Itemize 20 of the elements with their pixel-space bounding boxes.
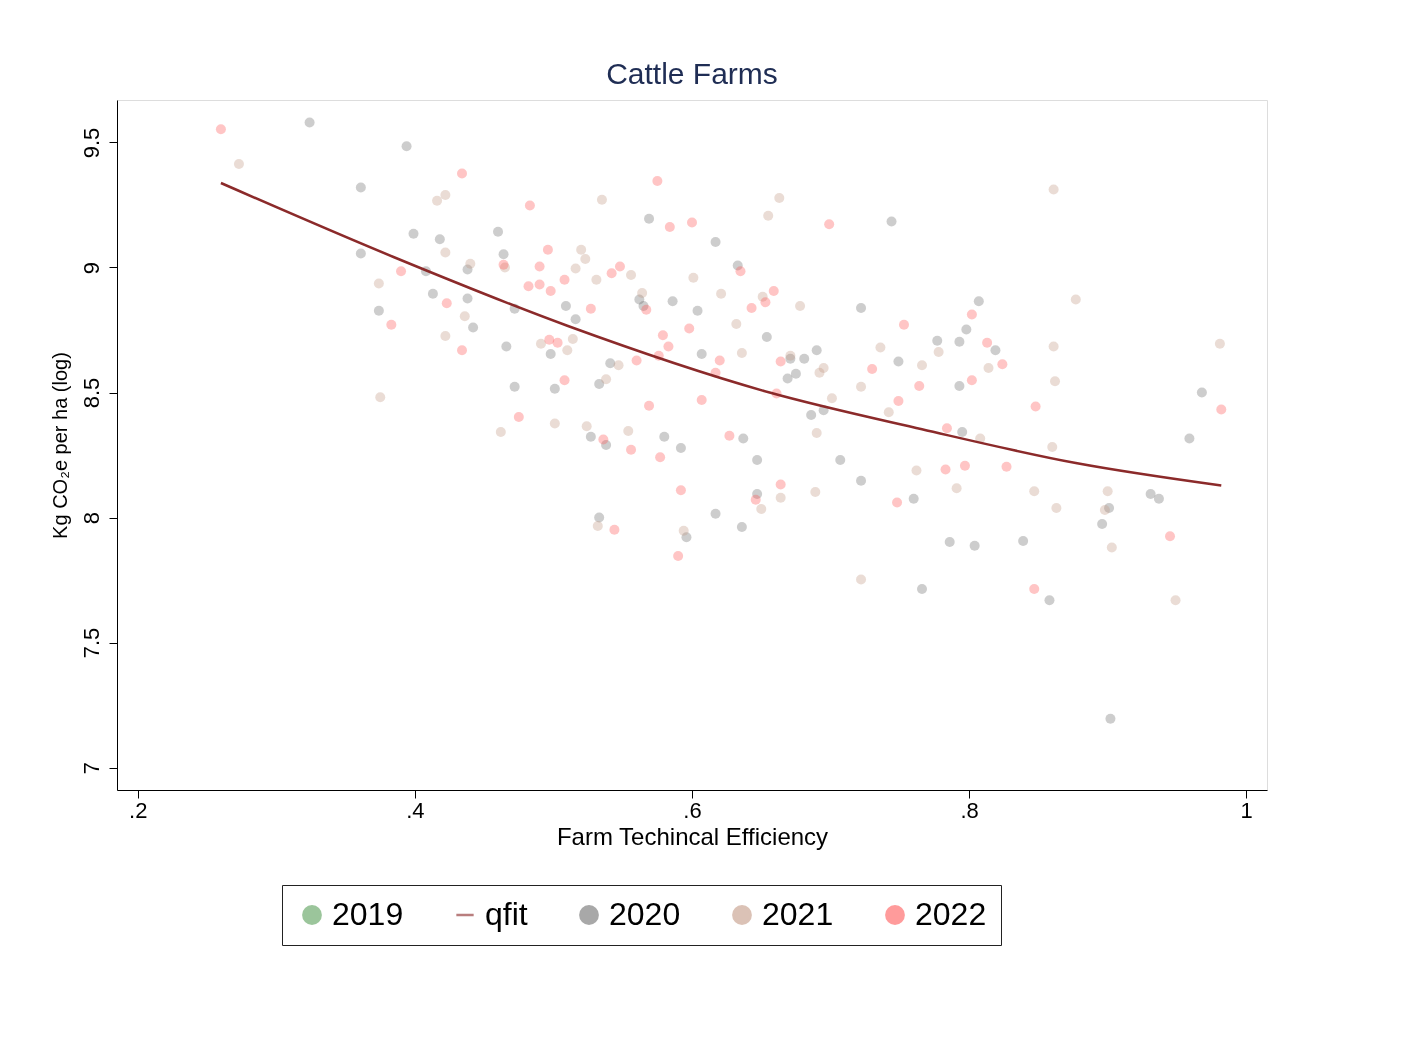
y-axis-title: Kg CO₂e per ha (log) [48, 352, 71, 539]
legend-label: 2022 [915, 896, 987, 932]
x-tick-label: .8 [960, 797, 979, 823]
x-tick-label: 1 [1240, 797, 1253, 823]
line-series [219, 181, 1223, 487]
y-tick-label: 9 [78, 261, 104, 275]
x-tick-label: .6 [683, 797, 702, 823]
y-tick-label: 8 [78, 511, 104, 525]
legend-label: 2020 [609, 896, 681, 932]
x-axis-title: Farm Techincal Efficiency [556, 822, 829, 850]
chart-title: Cattle Farms [606, 57, 778, 90]
x-tick-label: .2 [129, 797, 148, 823]
legend-label: 2019 [332, 896, 404, 932]
legend-label: 2021 [762, 896, 834, 932]
y-tick-label: 8.5 [78, 377, 104, 409]
y-tick-label: 7.5 [78, 627, 104, 659]
y-tick-label: 7 [78, 761, 104, 775]
x-tick-label: .4 [406, 797, 425, 823]
y-tick-label: 9.5 [78, 127, 104, 159]
legend-label: qfit [485, 896, 528, 932]
